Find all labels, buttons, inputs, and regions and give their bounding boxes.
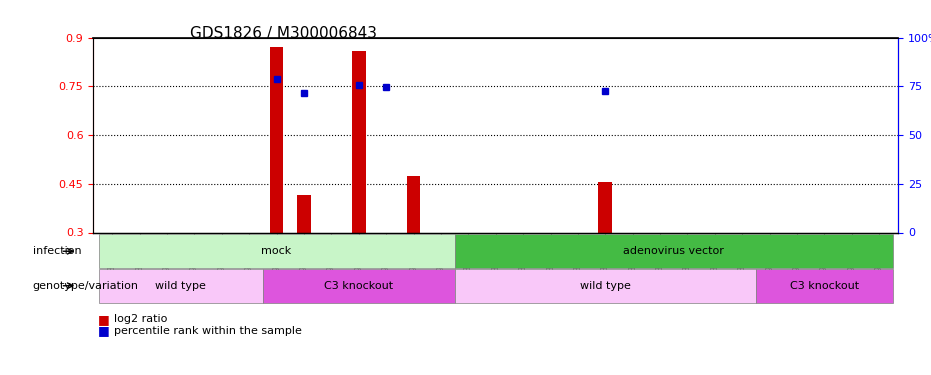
Text: log2 ratio: log2 ratio [114,315,167,324]
Text: GDS1826 / M300006843: GDS1826 / M300006843 [190,26,377,41]
Bar [297,195,311,232]
Text: adenovirus vector: adenovirus vector [624,246,724,256]
Text: genotype/variation: genotype/variation [33,281,139,291]
Bar [270,47,283,232]
Text: wild type: wild type [580,281,631,291]
Text: ■: ■ [98,313,110,326]
Text: C3 knockout: C3 knockout [789,281,859,291]
Text: ■: ■ [98,324,110,337]
Text: C3 knockout: C3 knockout [324,281,394,291]
Text: percentile rank within the sample: percentile rank within the sample [114,326,302,336]
Text: mock: mock [262,246,291,256]
Text: wild type: wild type [155,281,206,291]
Bar [407,176,421,232]
Bar [352,51,366,232]
Text: infection: infection [33,246,81,256]
Bar [599,182,613,232]
